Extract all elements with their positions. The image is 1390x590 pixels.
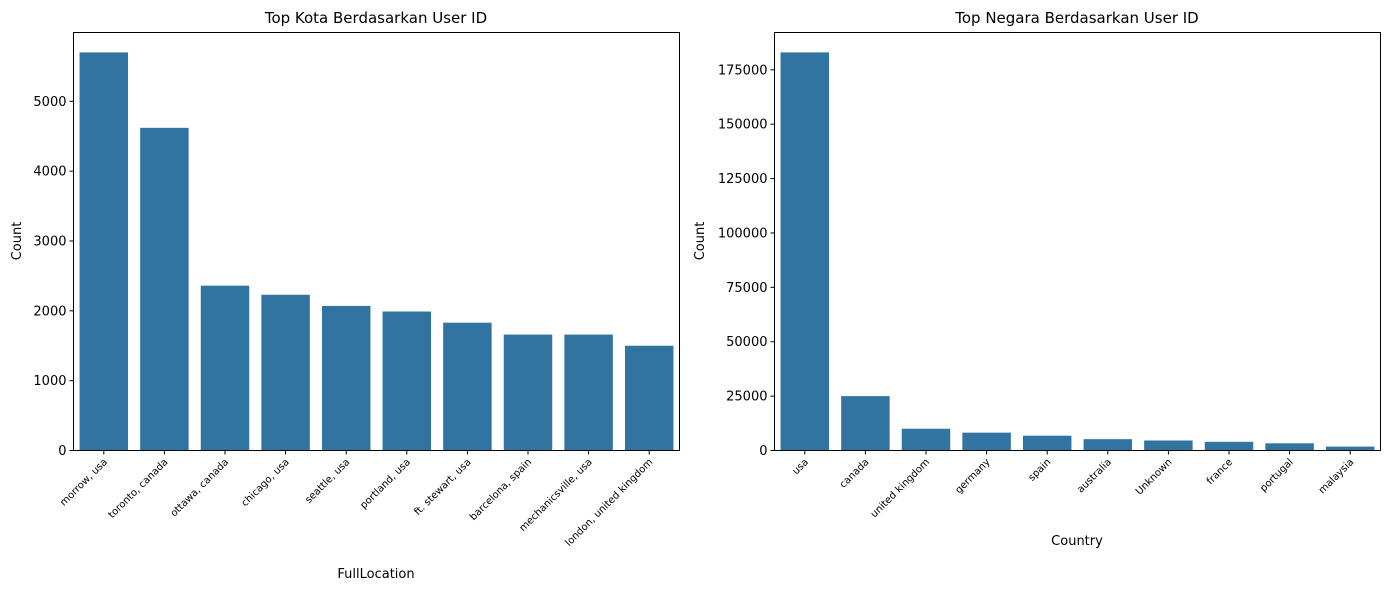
y-axis-label: Count: [10, 222, 25, 261]
x-tick-label: seattle, usa: [303, 457, 352, 506]
x-tick-label: portugal: [1258, 457, 1296, 495]
bar: [200, 285, 250, 451]
x-tick-label: germany: [953, 457, 992, 496]
y-tick-label: 25000: [726, 390, 767, 405]
x-tick-label: usa: [791, 457, 811, 477]
y-tick-label: 150000: [718, 118, 768, 133]
bar: [1325, 446, 1375, 451]
x-tick-label: morrow, usa: [58, 457, 110, 509]
x-tick-label: malaysia: [1317, 457, 1356, 496]
y-tick-label: 3000: [33, 234, 66, 249]
x-tick-label: portland, usa: [358, 457, 413, 512]
x-axis-label: FullLocation: [337, 567, 414, 582]
bar: [1144, 440, 1193, 451]
bar: [1083, 439, 1133, 451]
y-tick-label: 1000: [33, 374, 66, 389]
x-tick-label: united kingdom: [869, 457, 932, 520]
bar: [1265, 443, 1314, 451]
y-tick-label: 75000: [726, 281, 767, 296]
plot-frame: [774, 32, 1381, 451]
bar: [382, 311, 432, 451]
bar: [321, 305, 371, 451]
x-axis-label: Country: [1051, 534, 1103, 549]
bar: [1204, 441, 1254, 451]
y-ticks: 0 1000 2000 3000 4000 5000: [33, 95, 74, 459]
x-tick-label: spain: [1027, 457, 1054, 484]
y-tick-label: 2000: [33, 304, 66, 319]
x-tick-label: chicago, usa: [240, 457, 292, 509]
x-tick-label: toronto, canada: [107, 457, 171, 521]
chart-top-countries: Top Negara Berdasarkan User ID Country C…: [693, 9, 1381, 549]
chart-top-cities: Top Kota Berdasarkan User ID FullLocatio…: [10, 9, 680, 582]
bar: [79, 52, 129, 451]
bar: [780, 52, 830, 451]
bar: [901, 428, 951, 451]
bars: [780, 52, 1375, 451]
y-axis-label: Count: [693, 222, 708, 261]
chart-title: Top Kota Berdasarkan User ID: [264, 9, 487, 27]
x-tick-label: ft. stewart, usa: [413, 457, 474, 518]
bar: [503, 334, 553, 451]
bar: [624, 345, 674, 451]
bar: [962, 432, 1011, 451]
bar: [564, 334, 613, 451]
bar: [140, 127, 189, 451]
y-tick-label: 0: [759, 444, 767, 459]
bar: [841, 396, 890, 451]
x-tick-label: barcelona, spain: [468, 457, 534, 523]
y-tick-label: 50000: [726, 335, 767, 350]
x-tick-label: france: [1205, 457, 1235, 487]
y-tick-label: 5000: [33, 95, 66, 110]
bars: [79, 52, 674, 451]
x-tick-label: Unknown: [1134, 457, 1175, 498]
bar: [443, 322, 492, 451]
y-ticks: 0 25000 50000 75000 100000 125000 150000 175000: [718, 63, 775, 459]
x-tick-label: canada: [838, 457, 872, 491]
bar: [261, 294, 310, 451]
y-tick-label: 100000: [718, 226, 768, 241]
y-tick-label: 175000: [718, 63, 768, 78]
y-tick-label: 125000: [718, 172, 768, 187]
x-tick-label: ottawa, canada: [169, 457, 231, 519]
chart-title: Top Negara Berdasarkan User ID: [954, 9, 1199, 27]
x-tick-label: australia: [1075, 457, 1114, 496]
y-tick-label: 0: [58, 444, 66, 459]
plot-frame: [73, 32, 680, 451]
y-tick-label: 4000: [33, 165, 66, 180]
bar: [1022, 435, 1072, 451]
